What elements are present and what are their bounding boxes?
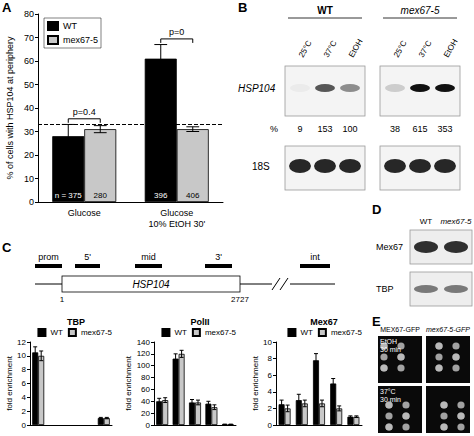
svg-text:60: 60 <box>24 56 34 66</box>
svg-text:50: 50 <box>24 80 34 90</box>
svg-text:WT: WT <box>174 328 187 337</box>
svg-text:80: 80 <box>141 373 150 382</box>
svg-text:Glucose: Glucose <box>68 208 101 218</box>
svg-text:10: 10 <box>263 338 272 347</box>
svg-text:100: 100 <box>342 124 357 134</box>
svg-text:WT: WT <box>300 328 313 337</box>
svg-text:100: 100 <box>137 361 151 370</box>
svg-text:4: 4 <box>22 393 27 402</box>
svg-text:2: 2 <box>268 404 273 413</box>
svg-text:2: 2 <box>22 407 27 416</box>
svg-text:TBP: TBP <box>376 284 394 294</box>
svg-text:mex67-5: mex67-5 <box>81 328 113 337</box>
svg-text:396: 396 <box>154 191 168 200</box>
svg-text:0: 0 <box>22 421 27 430</box>
svg-text:18S: 18S <box>252 161 270 172</box>
svg-text:HSP104: HSP104 <box>132 279 170 290</box>
svg-text:140: 140 <box>137 338 151 347</box>
svg-text:mex67-5-GFP: mex67-5-GFP <box>426 326 470 333</box>
svg-text:10% EtOH 30': 10% EtOH 30' <box>148 219 205 229</box>
svg-text:6: 6 <box>268 371 273 380</box>
svg-text:EtOH: EtOH <box>442 37 460 59</box>
svg-text:10: 10 <box>24 174 34 184</box>
svg-text:fold enrichment: fold enrichment <box>251 355 260 410</box>
svg-text:60: 60 <box>141 385 150 394</box>
svg-text:p=0: p=0 <box>169 27 184 37</box>
svg-text:mid: mid <box>141 252 156 262</box>
svg-text:fold enrichment: fold enrichment <box>124 355 133 410</box>
svg-text:EtOH30 min: EtOH30 min <box>380 338 401 353</box>
svg-text:5': 5' <box>84 252 91 262</box>
svg-text:0: 0 <box>146 421 151 430</box>
svg-text:n = 375: n = 375 <box>55 191 82 200</box>
svg-text:4: 4 <box>268 387 273 396</box>
svg-text:WT: WT <box>63 21 77 31</box>
svg-text:% of cells with HSP104 at peri: % of cells with HSP104 at periphery <box>5 36 15 180</box>
svg-text:Mex67: Mex67 <box>376 242 403 252</box>
svg-text:40: 40 <box>24 103 34 113</box>
svg-text:WT: WT <box>50 328 63 337</box>
svg-text:WT: WT <box>317 5 333 16</box>
svg-text:int: int <box>310 252 320 262</box>
svg-text:E: E <box>372 314 381 329</box>
svg-text:p=0.4: p=0.4 <box>73 107 96 117</box>
svg-text:25°C: 25°C <box>297 39 314 59</box>
svg-text:40: 40 <box>141 397 150 406</box>
svg-text:30: 30 <box>24 127 34 137</box>
svg-text:20: 20 <box>24 150 34 160</box>
svg-text:38: 38 <box>390 124 400 134</box>
svg-text:MEX67-GFP: MEX67-GFP <box>380 326 420 333</box>
svg-text:B: B <box>238 0 247 15</box>
svg-text:mex67-5: mex67-5 <box>440 217 472 226</box>
svg-text:mex67-5: mex67-5 <box>205 328 237 337</box>
svg-text:8: 8 <box>268 354 273 363</box>
svg-text:353: 353 <box>437 124 452 134</box>
svg-text:153: 153 <box>317 124 332 134</box>
svg-text:20: 20 <box>141 409 150 418</box>
svg-text:9: 9 <box>297 124 302 134</box>
svg-text:615: 615 <box>412 124 427 134</box>
svg-text:37°C: 37°C <box>322 39 339 59</box>
svg-text:mex67-5: mex67-5 <box>401 5 440 16</box>
svg-text:mex67-5: mex67-5 <box>331 328 363 337</box>
svg-text:prom: prom <box>38 252 59 262</box>
svg-text:25°C: 25°C <box>392 39 409 59</box>
svg-text:D: D <box>372 202 381 217</box>
svg-text:37°C: 37°C <box>417 39 434 59</box>
svg-text:HSP104: HSP104 <box>238 83 276 94</box>
svg-text:Mex67: Mex67 <box>310 317 338 327</box>
svg-text:fold enrichment: fold enrichment <box>5 355 14 410</box>
svg-text:TBP: TBP <box>67 317 85 327</box>
svg-text:C: C <box>2 240 12 255</box>
svg-text:0: 0 <box>268 421 273 430</box>
svg-text:120: 120 <box>137 349 151 358</box>
svg-text:PolII: PolII <box>190 317 209 327</box>
svg-text:EtOH: EtOH <box>347 37 365 59</box>
svg-text:8: 8 <box>22 365 27 374</box>
svg-text:A: A <box>2 0 12 15</box>
svg-text:%: % <box>270 124 278 134</box>
svg-text:mex67-5: mex67-5 <box>63 35 98 45</box>
svg-text:406: 406 <box>186 191 200 200</box>
svg-text:3': 3' <box>215 252 222 262</box>
svg-text:280: 280 <box>94 191 108 200</box>
svg-text:WT: WT <box>420 217 433 226</box>
svg-text:70: 70 <box>24 33 34 43</box>
svg-text:Glucose: Glucose <box>160 208 193 218</box>
svg-text:1: 1 <box>60 295 65 304</box>
svg-text:80: 80 <box>24 9 34 19</box>
svg-text:37°C30 min: 37°C30 min <box>380 388 401 403</box>
svg-text:0: 0 <box>29 197 34 207</box>
svg-text:10: 10 <box>17 351 26 360</box>
svg-text:2727: 2727 <box>231 295 249 304</box>
svg-text:6: 6 <box>22 379 27 388</box>
svg-text:12: 12 <box>17 338 26 347</box>
